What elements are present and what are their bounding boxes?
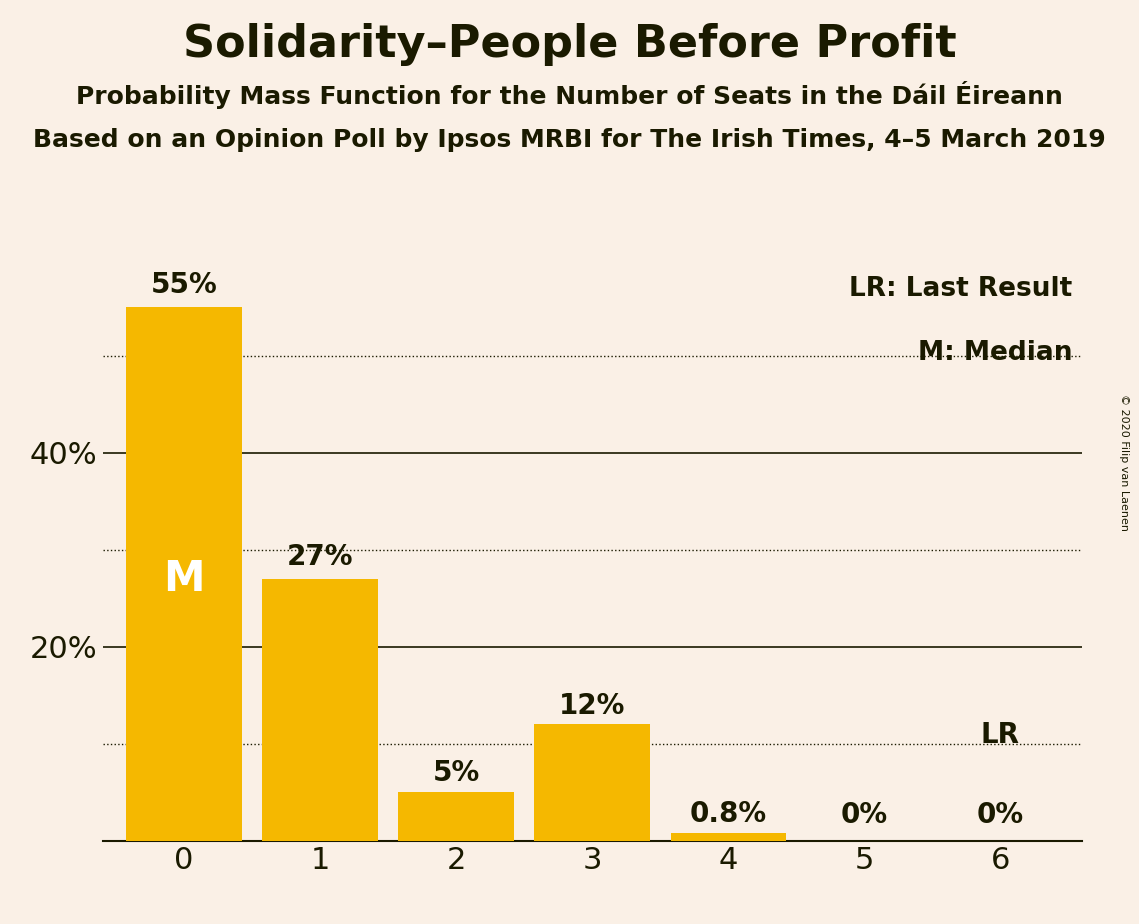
Text: Solidarity–People Before Profit: Solidarity–People Before Profit <box>182 23 957 67</box>
Text: 27%: 27% <box>287 543 353 571</box>
Bar <box>534 724 650 841</box>
Text: LR: Last Result: LR: Last Result <box>849 276 1072 302</box>
Bar <box>126 307 241 841</box>
Text: 0.8%: 0.8% <box>690 800 767 828</box>
Text: © 2020 Filip van Laenen: © 2020 Filip van Laenen <box>1120 394 1129 530</box>
Bar <box>671 833 786 841</box>
Text: LR: LR <box>981 721 1019 748</box>
Text: 55%: 55% <box>150 272 218 299</box>
Text: 0%: 0% <box>841 801 888 829</box>
Text: M: M <box>163 558 205 600</box>
Bar <box>399 793 514 841</box>
Text: Based on an Opinion Poll by Ipsos MRBI for The Irish Times, 4–5 March 2019: Based on an Opinion Poll by Ipsos MRBI f… <box>33 128 1106 152</box>
Text: 0%: 0% <box>977 801 1024 829</box>
Text: 5%: 5% <box>433 760 480 787</box>
Text: Probability Mass Function for the Number of Seats in the Dáil Éireann: Probability Mass Function for the Number… <box>76 81 1063 109</box>
Text: M: Median: M: Median <box>918 340 1072 366</box>
Text: 12%: 12% <box>559 691 625 720</box>
Bar <box>262 578 378 841</box>
